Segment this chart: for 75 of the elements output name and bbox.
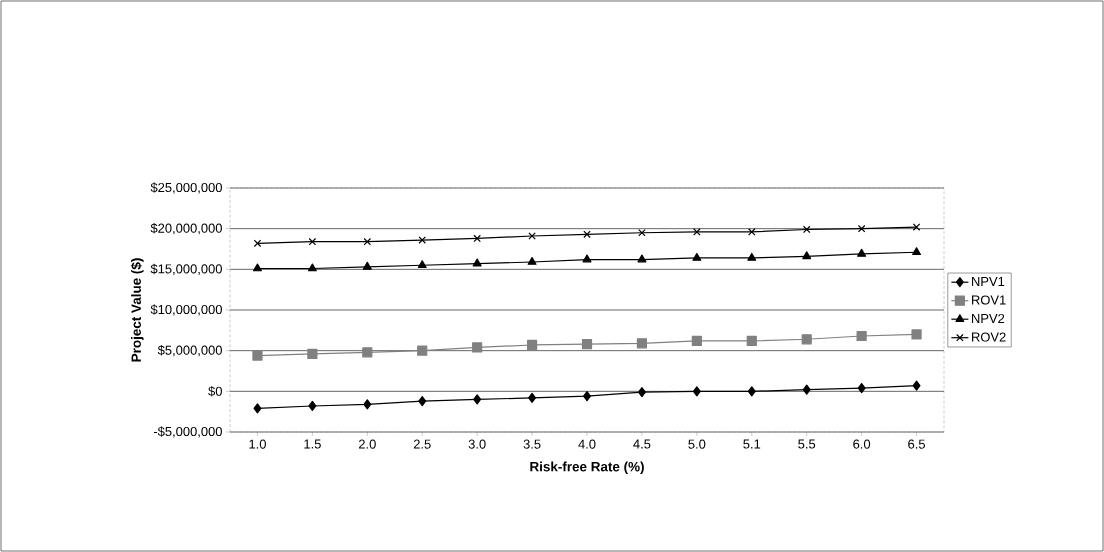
- point: [418, 395, 427, 407]
- x-tick-label: 5.1: [743, 439, 761, 449]
- x-tick-label: 5.0: [688, 439, 706, 449]
- point: [802, 384, 811, 395]
- x-tick-label: 4.0: [578, 439, 596, 449]
- y-axis-title: Project Value ($): [130, 258, 144, 362]
- y-tick-label: $20,000,000: [150, 223, 222, 235]
- y-tick-label: $10,000,000: [150, 304, 222, 316]
- point: [307, 348, 318, 360]
- legend-label: NPV1: [972, 277, 1005, 286]
- x-tick-label: 6.0: [853, 439, 871, 449]
- point: [363, 399, 372, 410]
- y-tick-label: $25,000,000: [150, 182, 222, 194]
- point: [637, 387, 646, 398]
- point: [528, 392, 537, 403]
- x-tick-label: 3.0: [468, 439, 486, 449]
- point: [692, 386, 701, 397]
- y-tick-label: $0: [208, 386, 222, 397]
- point: [746, 335, 757, 347]
- point: [417, 260, 427, 269]
- point: [636, 338, 648, 349]
- point: [802, 251, 812, 260]
- x-tick-label: 3.5: [523, 439, 541, 449]
- point: [473, 234, 481, 243]
- point: [582, 254, 592, 263]
- point: [252, 350, 263, 361]
- point: [362, 261, 372, 270]
- point: [252, 263, 262, 272]
- legend-label: ROV2: [972, 332, 1006, 342]
- x-tick-label: 5.5: [798, 439, 816, 449]
- point: [307, 263, 317, 272]
- point: [527, 256, 537, 265]
- point: [418, 236, 427, 244]
- legend-label: NPV2: [972, 313, 1005, 323]
- x-tick-label: 4.5: [633, 439, 651, 449]
- point: [857, 382, 866, 394]
- point: [526, 339, 538, 351]
- y-tick-label: -$5,000,000: [153, 426, 222, 438]
- point: [581, 339, 593, 350]
- point: [583, 391, 591, 402]
- point: [857, 248, 867, 257]
- point: [802, 225, 811, 234]
- point: [637, 254, 647, 263]
- x-tick-label: 1.0: [249, 439, 266, 449]
- x-tick-label: 2.5: [413, 439, 431, 449]
- point: [912, 247, 922, 256]
- point: [362, 347, 373, 358]
- point: [747, 252, 757, 261]
- y-tick-label: $15,000,000: [150, 263, 222, 275]
- point: [692, 252, 702, 261]
- point: [912, 380, 921, 391]
- point: [473, 394, 482, 405]
- legend-label: ROV1: [972, 295, 1006, 305]
- point: [638, 228, 646, 237]
- point: [528, 232, 536, 240]
- point: [472, 258, 482, 267]
- point: [253, 239, 262, 248]
- point: [472, 342, 483, 353]
- y-tick-label: $5,000,000: [157, 345, 222, 357]
- point: [911, 329, 922, 340]
- x-tick-label: 1.5: [304, 439, 321, 449]
- point: [583, 230, 591, 239]
- point: [417, 345, 428, 356]
- x-tick-label: 6.5: [908, 439, 925, 449]
- point: [308, 400, 317, 412]
- point: [856, 330, 867, 342]
- point: [253, 403, 262, 414]
- x-tick-label: 2.0: [358, 439, 376, 449]
- point: [801, 334, 812, 345]
- point: [912, 223, 921, 231]
- point: [693, 228, 701, 236]
- point: [747, 386, 756, 397]
- point: [691, 335, 702, 347]
- x-axis-title: Risk-free Rate (%): [530, 461, 644, 475]
- point: [747, 228, 756, 236]
